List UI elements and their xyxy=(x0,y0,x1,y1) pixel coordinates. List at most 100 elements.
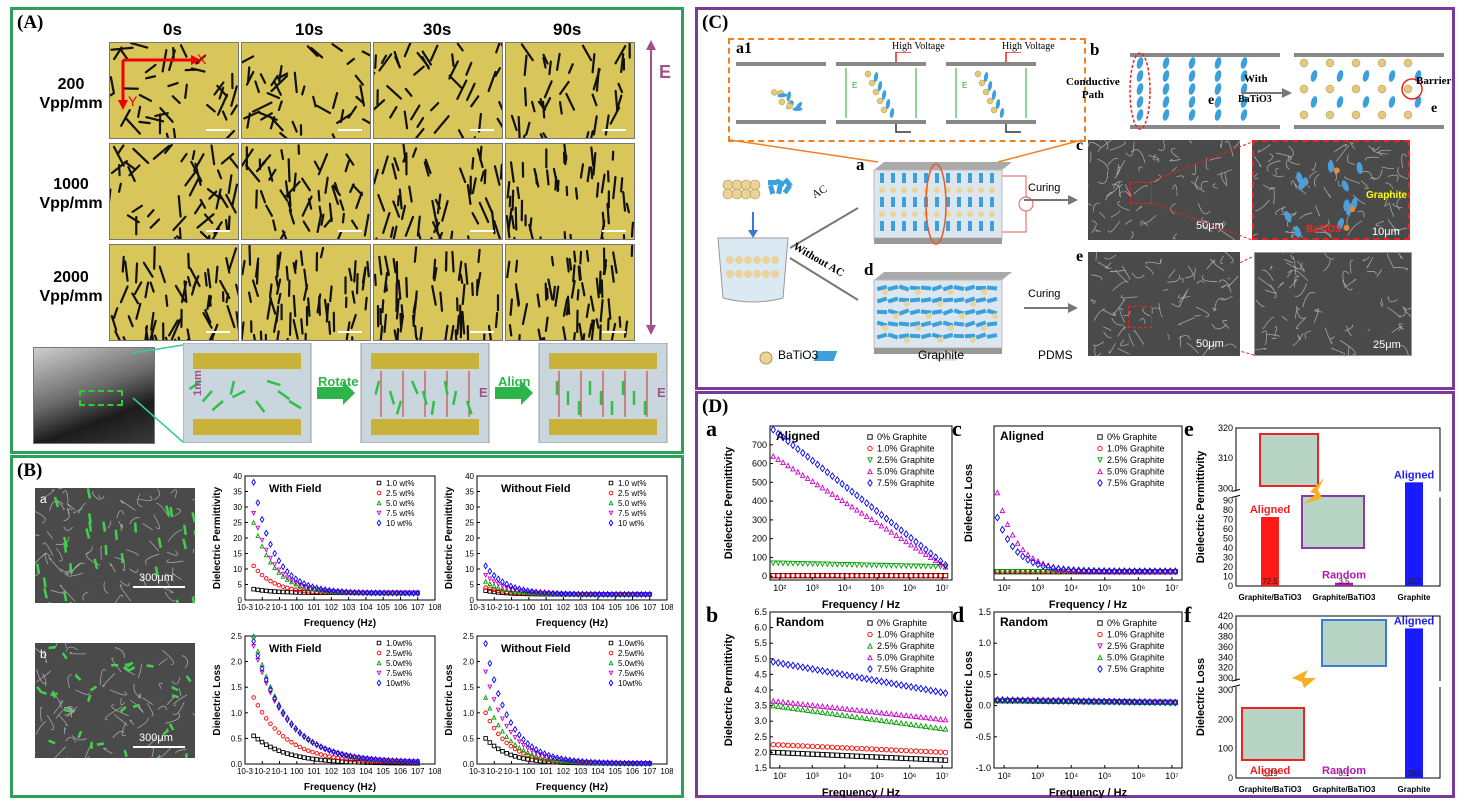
data-point xyxy=(525,587,531,595)
graphite-fiber xyxy=(471,212,480,225)
data-point xyxy=(499,585,505,591)
data-point xyxy=(903,572,909,579)
sem-ridge xyxy=(165,712,181,724)
data-point xyxy=(588,592,594,598)
data-point xyxy=(364,590,370,596)
data-point xyxy=(251,586,256,592)
graphite-fiber xyxy=(288,209,296,225)
green-fiber xyxy=(36,563,41,574)
data-point xyxy=(795,743,801,749)
data-point xyxy=(809,561,816,568)
graphite-flake xyxy=(942,297,954,303)
graphite-fiber xyxy=(510,215,515,230)
data-point xyxy=(600,760,606,766)
data-point xyxy=(512,588,518,594)
data-point xyxy=(255,587,261,593)
sem-ridge xyxy=(1140,220,1148,227)
batio-particle xyxy=(978,211,984,217)
sem-ridge xyxy=(1119,307,1125,323)
data-point xyxy=(922,550,929,557)
graphite-flake xyxy=(1214,109,1222,121)
graphite-flake xyxy=(983,72,989,82)
graphite-fiber xyxy=(361,267,367,291)
bar xyxy=(1405,628,1423,778)
graphite-fiber xyxy=(577,265,582,282)
data-point xyxy=(643,590,648,599)
graphite-fiber xyxy=(203,213,214,225)
graphite-fiber xyxy=(419,326,423,340)
data-point xyxy=(579,759,585,765)
graphite-fiber xyxy=(112,307,119,320)
data-point xyxy=(1172,568,1179,574)
graphite-fiber xyxy=(284,180,290,199)
data-point xyxy=(834,561,841,568)
graphite-fiber xyxy=(480,170,485,182)
graphite-fiber xyxy=(586,166,591,183)
sem-ridge xyxy=(1147,155,1160,163)
graphite-fiber xyxy=(585,303,590,319)
legend-label: 1.0% Graphite xyxy=(877,444,935,454)
y-tick-label: 380 xyxy=(1218,632,1233,642)
sem-ridge xyxy=(1104,254,1117,260)
data-point xyxy=(352,590,358,596)
graphite-fiber xyxy=(244,164,261,183)
x-axis-label: Frequency / Hz xyxy=(822,599,901,610)
graphite-fiber xyxy=(180,152,188,163)
green-fiber xyxy=(88,521,93,532)
data-point xyxy=(1167,567,1173,576)
sem-ridge xyxy=(181,654,189,669)
data-point xyxy=(339,759,345,764)
data-point xyxy=(770,560,777,567)
data-point xyxy=(373,755,378,764)
data-point xyxy=(829,561,836,568)
data-point xyxy=(790,560,796,567)
legend-label: 2.5% Graphite xyxy=(1107,641,1165,651)
x-tick-label: 101 xyxy=(307,603,321,612)
scale-c1-text: 50μm xyxy=(1196,220,1224,232)
data-point xyxy=(491,697,497,703)
data-point xyxy=(533,758,539,763)
sem-ridge xyxy=(1218,222,1227,233)
x-tick-label: 10⁶ xyxy=(903,771,917,781)
sem-e2-texture xyxy=(1255,253,1411,355)
sem-ridge xyxy=(109,689,128,696)
sem-ridge xyxy=(1233,140,1240,148)
data-point xyxy=(854,491,860,500)
sem-e1-texture xyxy=(1090,252,1239,356)
y-tick-label: 40 xyxy=(465,472,474,481)
graphite-fiber xyxy=(112,145,125,167)
graphite-fiber xyxy=(493,165,501,186)
data-point xyxy=(1101,567,1107,576)
data-point xyxy=(898,711,905,718)
data-point xyxy=(1172,567,1179,576)
graphite-fiber xyxy=(216,93,229,116)
data-point xyxy=(571,591,577,597)
x-tick-label: 10⁶ xyxy=(1131,771,1145,781)
sem-ridge xyxy=(35,510,46,524)
graphite-flake xyxy=(942,284,954,292)
x-tick-label: 106 xyxy=(394,767,408,776)
sem-ridge xyxy=(114,647,125,658)
data-point xyxy=(495,575,501,583)
batio-particle xyxy=(937,301,943,307)
batio-in-beaker xyxy=(771,270,779,278)
graphite-fiber xyxy=(550,255,555,267)
graphite-fiber xyxy=(506,181,511,199)
y-tick-label: 2.0 xyxy=(231,658,243,667)
data-point xyxy=(1030,555,1036,561)
graphite-flake xyxy=(1240,109,1248,121)
legend-label: 7.5 wt% xyxy=(386,509,414,518)
x-tick-label: 10-1 xyxy=(272,767,289,776)
data-point xyxy=(621,760,628,767)
x-tick-label: 108 xyxy=(660,767,673,776)
graphite-flake xyxy=(776,184,783,195)
x-tick-label: 10² xyxy=(773,583,786,593)
graphite-fiber xyxy=(188,176,201,197)
y-axis-label: Dielectric Loss xyxy=(444,664,455,736)
sem-ridge xyxy=(1220,255,1225,264)
data-point xyxy=(264,576,269,581)
graphite-fiber xyxy=(272,219,277,232)
data-point xyxy=(647,592,653,598)
graphite-flake xyxy=(909,333,921,339)
data-point xyxy=(272,565,278,571)
